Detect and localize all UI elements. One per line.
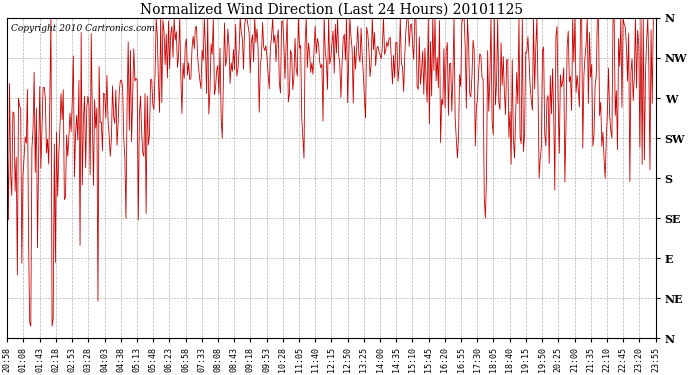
Text: Copyright 2010 Cartronics.com: Copyright 2010 Cartronics.com — [10, 24, 155, 33]
Title: Normalized Wind Direction (Last 24 Hours) 20101125: Normalized Wind Direction (Last 24 Hours… — [140, 3, 523, 17]
